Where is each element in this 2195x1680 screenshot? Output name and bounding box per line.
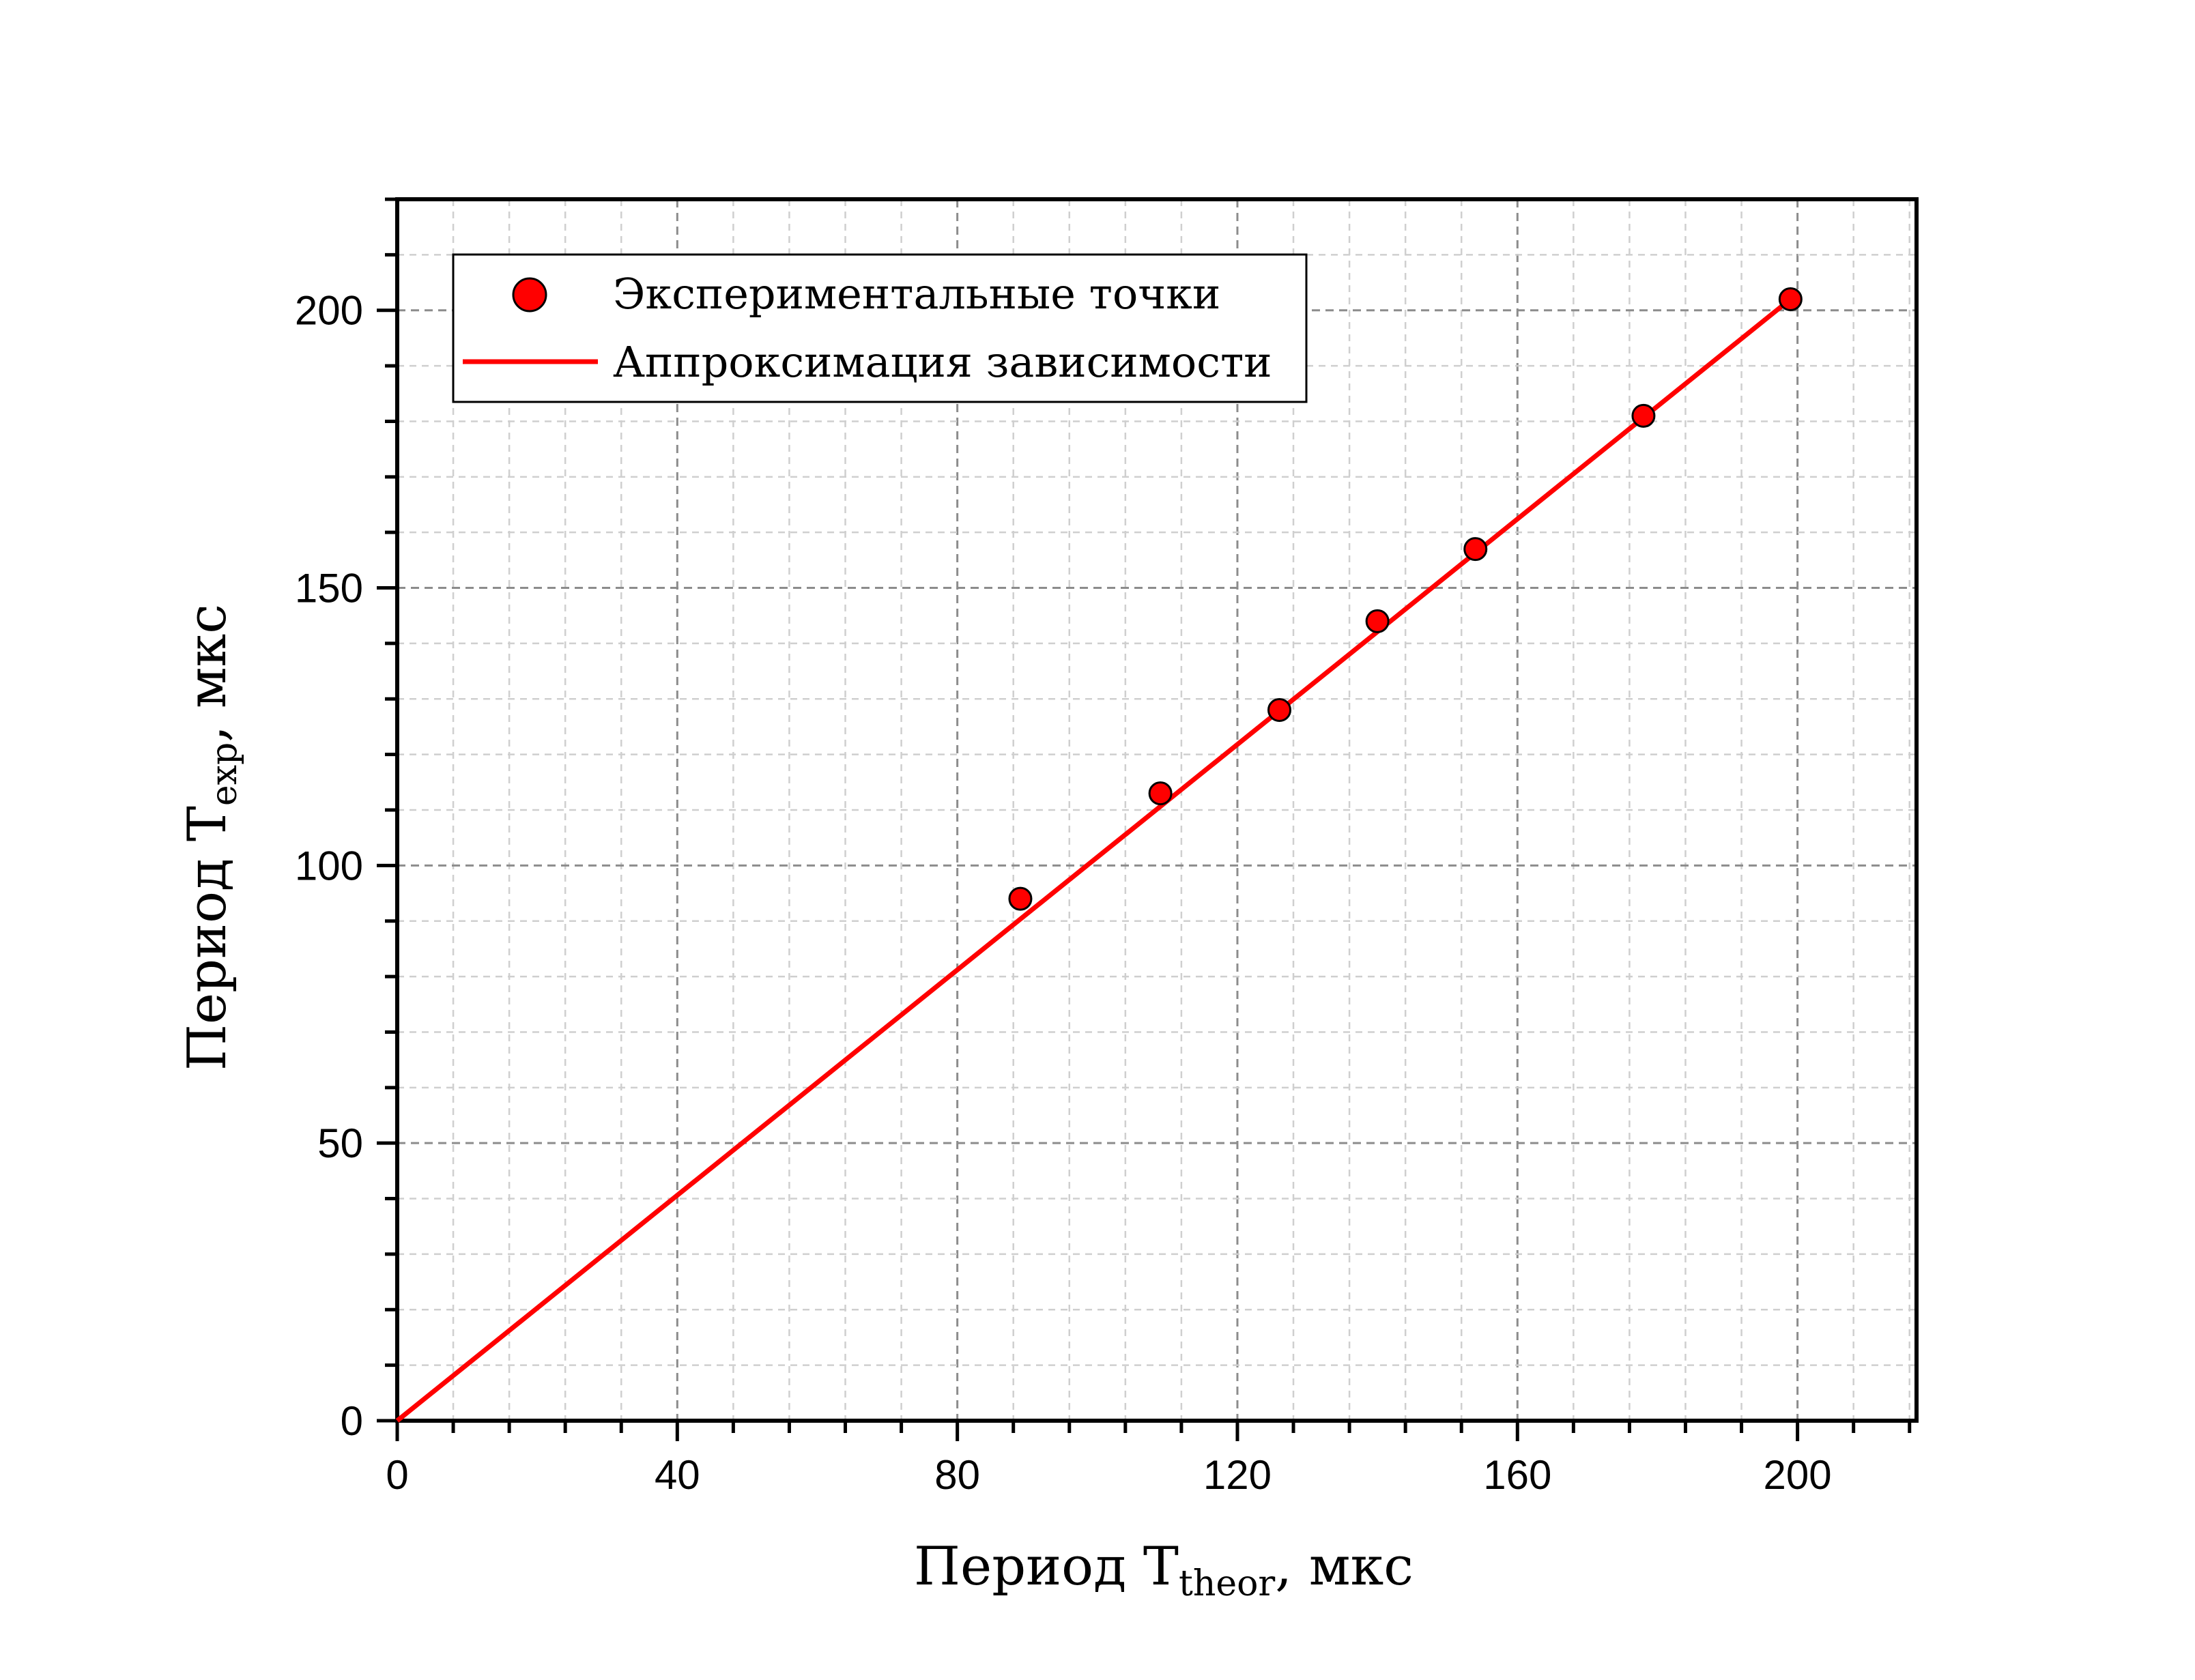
x-tick-label: 80 [934,1452,980,1498]
y-tick-label: 50 [317,1120,363,1166]
data-point [1631,403,1656,428]
x-tick-label: 40 [655,1452,700,1498]
x-tick-label: 0 [386,1452,408,1498]
data-point [1365,609,1390,633]
axis-ticks [377,197,1912,1441]
x-axis-title-main: Период T [914,1536,1179,1597]
series-layer [395,287,1803,1423]
y-axis-title-unit: , мкс [177,604,238,742]
x-tick-label: 160 [1483,1452,1551,1498]
legend-label-line: Аппроксимация зависимости [613,337,1272,387]
grid [397,198,1917,1421]
y-axis-title-subscript: exp [204,742,245,806]
y-tick-label: 0 [341,1398,363,1444]
x-axis-title-subscript: theor [1179,1563,1275,1604]
data-point [1267,698,1292,723]
data-point [1148,781,1173,806]
y-tick-labels: 0 50 100 150 200 [295,288,363,1444]
x-tick-label: 200 [1764,1452,1832,1498]
x-tick-label: 120 [1203,1452,1272,1498]
x-axis-title-unit: , мкс [1275,1536,1414,1597]
legend-box [452,253,1308,403]
data-point [1463,537,1488,562]
legend: Экспериментальные точки Аппроксимация за… [452,253,1308,403]
y-tick-label: 100 [295,843,363,888]
x-axis-title: Период Ttheor, мкс [914,1536,1414,1604]
y-tick-label: 200 [295,288,363,334]
y-axis-title: Период Texp, мкс [177,604,245,1071]
y-axis-title-main: Период T [177,806,238,1071]
series-line [395,297,1792,1423]
y-tick-label: 150 [295,566,363,611]
x-tick-labels: 0 40 80 120 160 200 [386,1452,1831,1498]
data-point [1008,886,1033,911]
legend-label-points: Экспериментальные точки [613,269,1220,319]
legend-marker-points [512,277,547,313]
data-point [1778,287,1803,311]
